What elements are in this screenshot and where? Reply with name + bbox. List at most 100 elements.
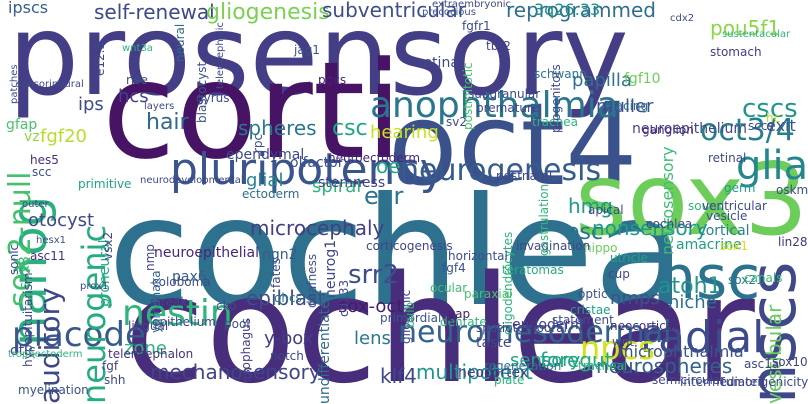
word-neuroepithelial: neuroepithelial (154, 245, 259, 261)
word-muller: muller (596, 96, 654, 117)
word-ventricular: ventricular (702, 199, 767, 213)
word-hcs: hcs (118, 86, 149, 107)
word-wnt: wnt (612, 335, 635, 349)
word-spatiotemporal: spatiotemporal (476, 321, 567, 335)
word-outer: outer (22, 199, 49, 210)
word-invagination: invagination (516, 239, 591, 253)
word-epithelium: epithelium (152, 315, 216, 329)
word-npcs: npcs (580, 329, 655, 367)
word-endoderm: endoderm (512, 317, 584, 333)
word-gastrulation: gastrulation (537, 183, 551, 256)
word-vz: vz (24, 129, 40, 145)
word-zone: zone (124, 338, 167, 359)
word-fgf20: fgf20 (40, 126, 88, 147)
word-reprogrammed: reprogrammed (506, 0, 656, 22)
word-neurosensory: neurosensory (658, 146, 677, 255)
word-placode: placode (12, 315, 146, 355)
word-sox21: sox21 (728, 273, 764, 287)
word-optic: optic (578, 287, 608, 301)
word-ependymal: ependymal (226, 147, 305, 163)
word-microcephaly: microcephaly (250, 216, 385, 240)
word-horizontal: horizontal (448, 249, 508, 263)
word-gyrus: gyrus (196, 91, 230, 105)
word-neuroectoderm: neuroectoderm (328, 151, 421, 165)
word-sensorineural: sensorineural (16, 79, 84, 90)
word-schwann: schwann (534, 67, 587, 81)
word-niche: niche (668, 292, 717, 313)
word-canals: canals (744, 271, 783, 285)
word-neurodevelopmental: neurodevelopmental (140, 175, 244, 186)
word-stemness: stemness (318, 175, 386, 191)
word-sox10: sox10 (772, 355, 808, 369)
word-lens: lens (354, 328, 391, 349)
word-ectoderm: ectoderm (242, 187, 300, 201)
word-cup: cup (608, 267, 630, 281)
word-neurog1: neurog1 (323, 239, 339, 298)
word-atoh1: atoh1 (658, 274, 722, 299)
word-pgcs: pgcs (318, 73, 347, 87)
word-precocious: precocious (422, 7, 476, 18)
word-sox3: sox3 (575, 141, 808, 258)
word-ngn2: ngn2 (262, 247, 298, 263)
word-ganglion: ganglion (642, 123, 694, 137)
word-neocortex: neocortex (458, 365, 529, 381)
word-scc: scc (32, 165, 52, 179)
word-hippo: hippo (584, 241, 618, 255)
word-csc: csc (332, 116, 368, 141)
word-oligodendrocytes: oligodendrocytes (501, 231, 515, 335)
word-neuromesodermal: neuromesodermal (398, 315, 672, 350)
word-sv2: sv2 (446, 115, 467, 129)
word-corticogenesis: corticogenesis (366, 239, 453, 253)
word-notch: notch (270, 349, 304, 363)
word-corti: corti (102, 33, 403, 189)
word-tumorigenicity: tumorigenicity (721, 375, 808, 389)
word-tracheal: tracheal (578, 359, 628, 373)
word-oct4: oct4 (388, 78, 638, 211)
word-sox1: sox1 (720, 239, 748, 253)
word-apical: apical (588, 203, 624, 217)
word-subgranular: subgranular (468, 87, 541, 101)
word-streak: streak (150, 295, 188, 309)
word-olfactory: olfactory (290, 155, 352, 171)
word-germ: germ (724, 181, 756, 195)
word-primordial: primordial (380, 311, 442, 325)
word-srr2: srr2 (348, 260, 400, 290)
word-exit: exit (766, 116, 796, 135)
word-cochlea: cochlea (108, 166, 686, 340)
word-undifferentiated: undifferentiated (317, 291, 333, 404)
word-anophthalmia: anophthalmia (370, 85, 619, 126)
word-jag1: jag1 (294, 43, 320, 57)
word-prosensory: prosensory (8, 0, 629, 121)
word-spiral: spiral (312, 176, 362, 197)
word-lin28: lin28 (778, 235, 808, 249)
word-retinal: retinal (708, 151, 747, 165)
word-myelination: myelination (18, 383, 89, 397)
word-stomach: stomach (710, 45, 762, 59)
word-plate: plate (494, 373, 525, 387)
word-ohcs: ohcs (274, 291, 302, 305)
word-bulb: bulb (403, 301, 417, 328)
word-fgf10: fgf10 (624, 71, 661, 87)
word-deafness: deafness (305, 253, 319, 308)
word-paraxial: paraxial (464, 287, 513, 301)
word-yap: yap (448, 307, 471, 321)
word-pax6: pax6 (172, 269, 207, 285)
word-3q26-33: 3q26.33 (534, 0, 601, 19)
word-cscs: cscs (742, 94, 798, 124)
word-statement: statement (552, 313, 614, 327)
word-nmp: nmp (143, 244, 157, 271)
word-amacrine: amacrine (676, 237, 742, 253)
word-ear: ear (364, 182, 404, 210)
word-cdx2: cdx2 (670, 13, 695, 24)
word-nsc: nsc (658, 243, 761, 313)
word-regeneration: regeneration (484, 359, 562, 373)
word-glial: glial (246, 170, 284, 191)
word-otic: otic (10, 343, 36, 359)
word-oe: oe (376, 154, 401, 178)
word-asc11: asc11 (30, 249, 66, 263)
word-ocular: ocular (430, 281, 468, 295)
word-shh: shh (104, 373, 126, 387)
word-glia: glia (736, 143, 808, 189)
word-fates: fates (269, 258, 283, 288)
word-oct3-4: oct3/4 (700, 113, 795, 148)
